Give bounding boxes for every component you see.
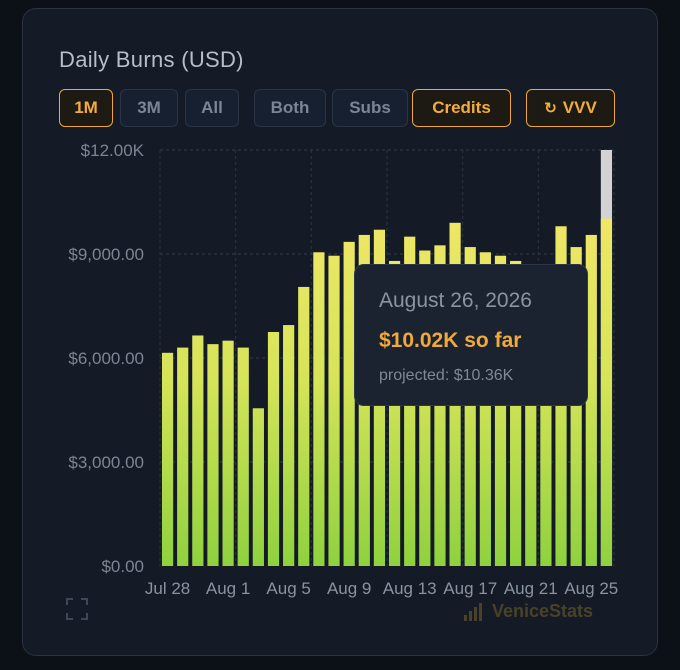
expand-icon[interactable]: [66, 598, 88, 625]
refresh-icon: ↻: [544, 100, 557, 117]
chart-title: Daily Burns (USD): [59, 47, 244, 72]
tooltip-date: August 26, 2026: [379, 289, 532, 312]
currency-toggle-button[interactable]: ↻ VVV: [526, 89, 615, 127]
tooltip-projected: projected: $10.36K: [379, 367, 514, 384]
brand-name: VeniceStats: [492, 601, 594, 621]
bar-chart-icon: [464, 602, 482, 621]
brand-logo: VeniceStats: [464, 601, 593, 622]
tooltip-value: $10.02K so far: [379, 329, 522, 352]
type-subs-button[interactable]: Subs: [332, 89, 408, 127]
range-3m-button[interactable]: 3M: [120, 89, 178, 127]
currency-toggle-label: VVV: [562, 98, 597, 117]
range-1m-button[interactable]: 1M: [59, 89, 113, 127]
type-both-button[interactable]: Both: [254, 89, 326, 127]
type-credits-button[interactable]: Credits: [412, 89, 511, 127]
bar-tooltip: August 26, 2026 $10.02K so far projected…: [354, 264, 588, 406]
range-all-button[interactable]: All: [185, 89, 239, 127]
